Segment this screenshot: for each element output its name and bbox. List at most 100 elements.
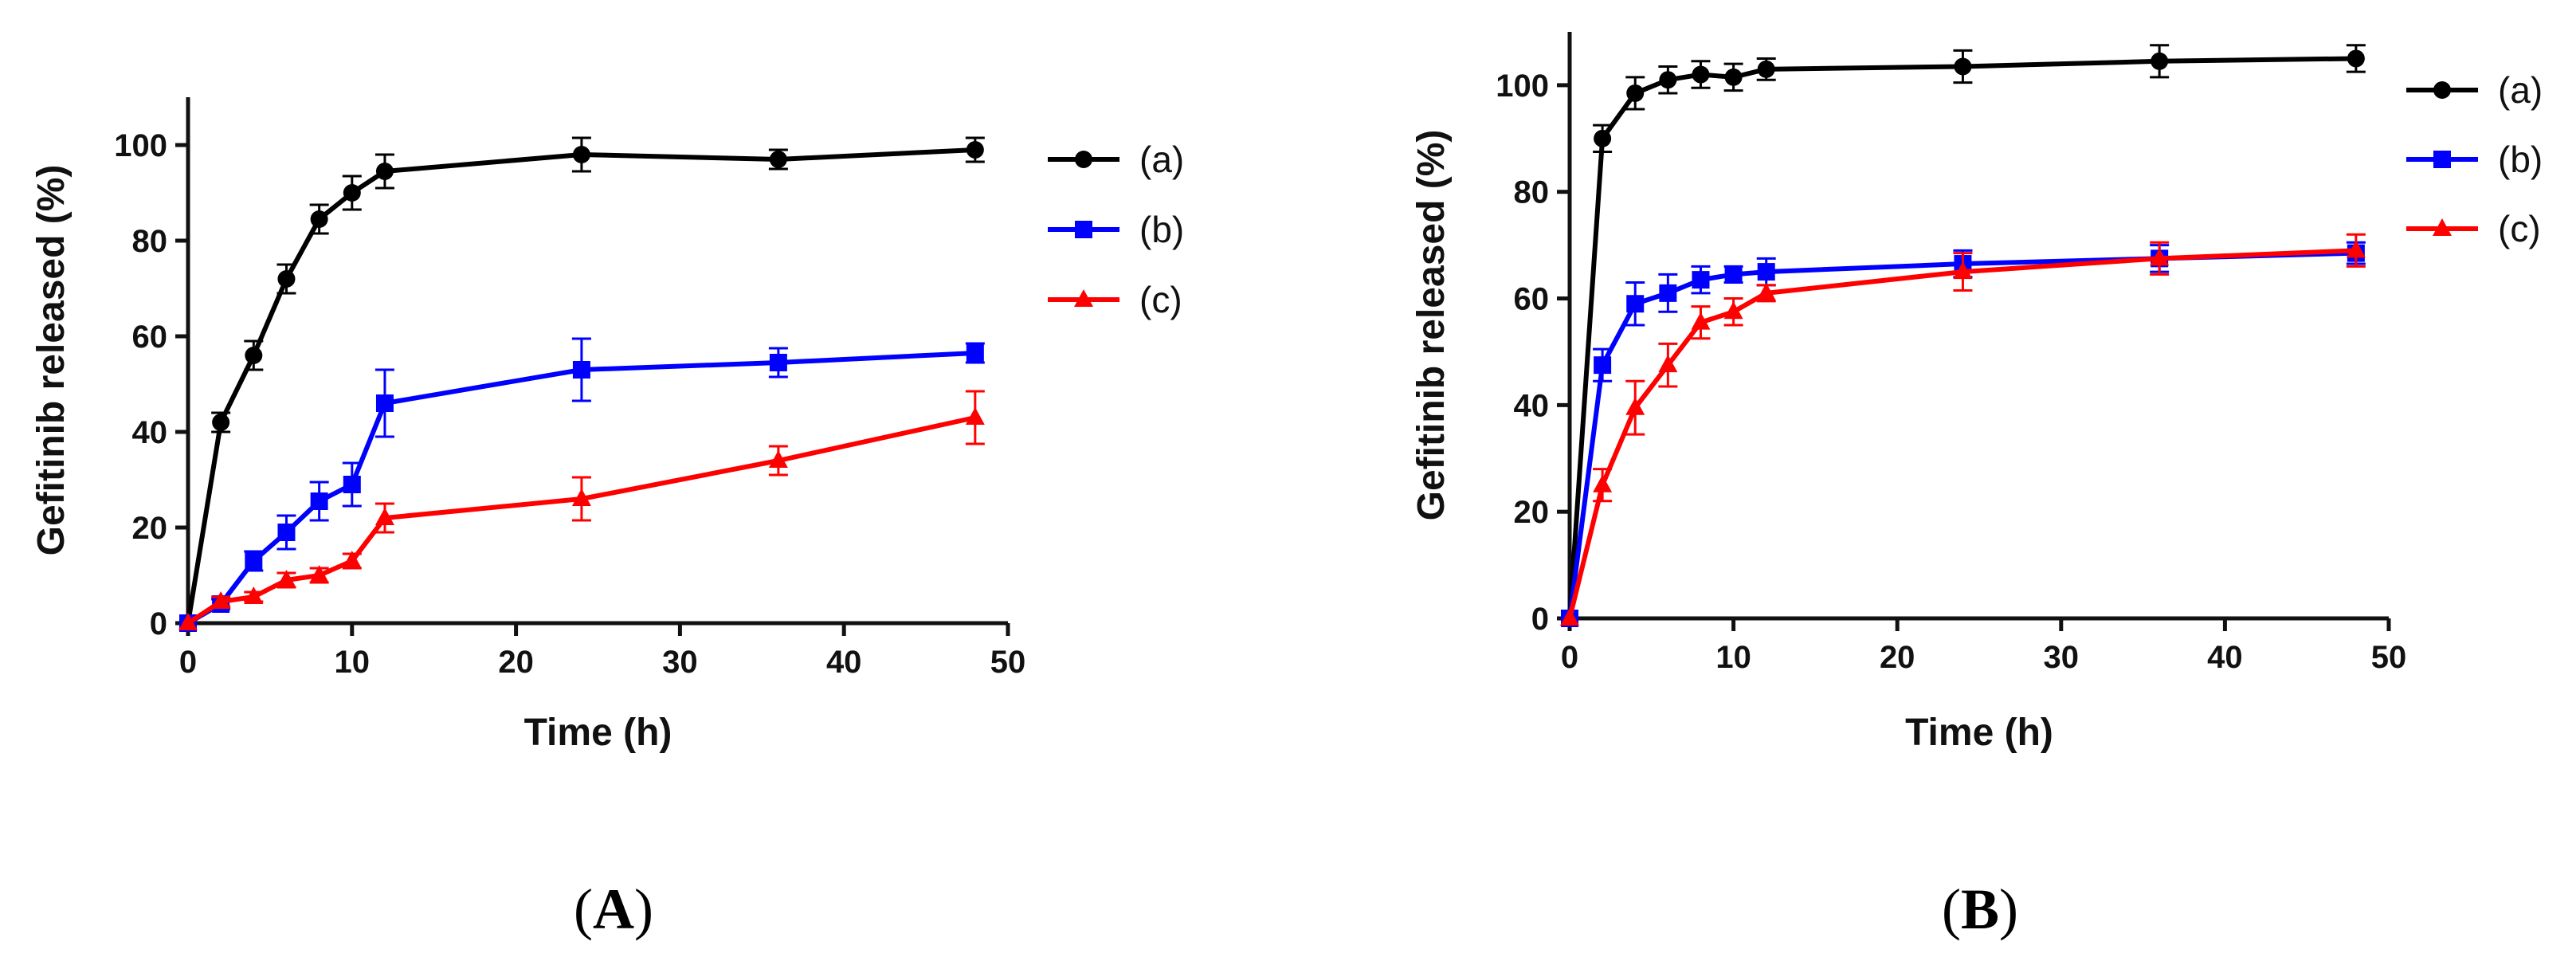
data-point-square xyxy=(1757,263,1775,281)
x-tick-label: 30 xyxy=(662,645,698,680)
data-point-triangle xyxy=(276,570,296,587)
y-tick-label: 20 xyxy=(1514,495,1550,530)
data-point-square xyxy=(966,344,984,362)
x-tick-label: 40 xyxy=(826,645,862,680)
data-point-circle xyxy=(2347,49,2365,68)
data-point-triangle xyxy=(1560,608,1579,626)
panel-label-letter: B xyxy=(1961,877,1999,941)
y-tick-label: 100 xyxy=(114,128,167,163)
series-a: (a) xyxy=(1561,44,2543,627)
y-tick-label: 40 xyxy=(132,415,168,450)
data-point-triangle xyxy=(768,450,788,468)
data-point-triangle xyxy=(309,565,329,583)
data-point-triangle xyxy=(2346,240,2366,258)
data-point-circle xyxy=(572,146,590,163)
series-line xyxy=(186,147,975,624)
y-tick-label: 80 xyxy=(1514,175,1550,210)
data-point-square xyxy=(343,476,361,493)
data-point-square xyxy=(375,394,394,412)
legend-label: (b) xyxy=(2498,139,2543,180)
legend-marker-triangle xyxy=(1074,289,1093,307)
y-tick-label: 100 xyxy=(1496,69,1549,104)
y-tick-label: 0 xyxy=(1531,602,1549,637)
data-point-circle xyxy=(1692,65,1710,84)
data-point-circle xyxy=(310,210,328,228)
data-point-triangle xyxy=(1953,261,1973,280)
data-point-square xyxy=(310,492,328,510)
x-tick-label: 0 xyxy=(1561,640,1578,675)
panel-label-open: ( xyxy=(574,877,593,941)
data-point-circle xyxy=(212,414,230,431)
series-c: (c) xyxy=(178,279,1182,630)
x-tick-label: 50 xyxy=(990,645,1026,680)
chart-panel-a: 0 10 20 30 40 50 0 20 40 60 80 100 Time (h) Gefitinib… xyxy=(30,97,1184,941)
data-point-circle xyxy=(1626,84,1645,102)
x-tick-label: 40 xyxy=(2207,640,2243,675)
data-point-circle xyxy=(1659,71,1677,89)
legend-label: (c) xyxy=(2498,208,2541,249)
panel-label-open: ( xyxy=(1942,877,1961,941)
y-tick-label: 60 xyxy=(132,320,168,355)
data-point-square xyxy=(1594,356,1612,375)
data-point-circle xyxy=(966,141,984,159)
data-point-triangle xyxy=(1756,282,1776,300)
y-tick-label: 20 xyxy=(132,511,168,546)
legend-label: (a) xyxy=(1139,139,1184,180)
chart-panel-b: 0 10 20 30 40 50 0 20 40 60 80 100 Time (h) Gefitinib… xyxy=(1410,32,2543,941)
data-point-circle xyxy=(375,163,394,180)
x-tick-label: 30 xyxy=(2044,640,2080,675)
data-point-triangle xyxy=(374,508,394,525)
y-axis-title: Gefitinib released (%) xyxy=(30,165,73,556)
legend-marker-triangle xyxy=(2433,218,2452,236)
data-point-triangle xyxy=(2150,248,2170,266)
data-point-circle xyxy=(1724,68,1743,86)
series-b: (b) xyxy=(1561,139,2543,627)
data-point-triangle xyxy=(244,586,264,604)
data-point-square xyxy=(1692,271,1710,289)
series-line xyxy=(1567,248,2357,619)
legend-marker-square xyxy=(2433,151,2451,168)
data-point-circle xyxy=(277,270,296,288)
data-point-circle xyxy=(1954,57,1972,76)
legend-label: (c) xyxy=(1139,279,1182,320)
y-tick-label: 60 xyxy=(1514,282,1550,317)
data-point-triangle xyxy=(571,488,591,506)
panel-label: (B) xyxy=(1942,877,2018,941)
x-tick-label: 10 xyxy=(1715,640,1751,675)
series-line xyxy=(186,415,976,626)
data-point-square xyxy=(1626,295,1645,313)
data-point-triangle xyxy=(1723,301,1743,320)
data-point-circle xyxy=(2151,52,2169,70)
x-tick-label: 0 xyxy=(179,645,197,680)
legend-marker-square xyxy=(1075,221,1092,238)
data-point-triangle xyxy=(1691,312,1711,330)
series-line xyxy=(186,351,975,626)
x-tick-label: 20 xyxy=(498,645,534,680)
data-point-triangle xyxy=(211,591,231,609)
series-line xyxy=(1567,250,2356,619)
x-tick-label: 20 xyxy=(1880,640,1915,675)
legend-label: (a) xyxy=(2498,69,2543,111)
x-axis-title: Time (h) xyxy=(524,712,672,754)
data-point-square xyxy=(1659,284,1677,302)
panel-label-close: ) xyxy=(634,877,653,941)
data-point-circle xyxy=(1757,60,1775,78)
series-line xyxy=(1567,56,2356,619)
x-tick-label: 50 xyxy=(2371,640,2407,675)
panel-label-letter: A xyxy=(593,877,634,941)
legend-label: (b) xyxy=(1139,209,1184,250)
panel-label-close: ) xyxy=(1999,877,2018,941)
y-tick-label: 40 xyxy=(1514,388,1550,423)
data-point-triangle xyxy=(342,551,362,568)
data-point-circle xyxy=(769,151,787,168)
data-point-square xyxy=(769,354,787,371)
legend-marker-circle xyxy=(1075,151,1092,168)
data-point-triangle xyxy=(178,613,198,630)
data-point-triangle xyxy=(1658,355,1678,373)
data-point-square xyxy=(277,524,296,541)
series-a: (a) xyxy=(179,136,1184,632)
data-point-triangle xyxy=(1593,474,1613,492)
data-point-circle xyxy=(343,184,361,202)
series-c: (c) xyxy=(1560,208,2541,626)
